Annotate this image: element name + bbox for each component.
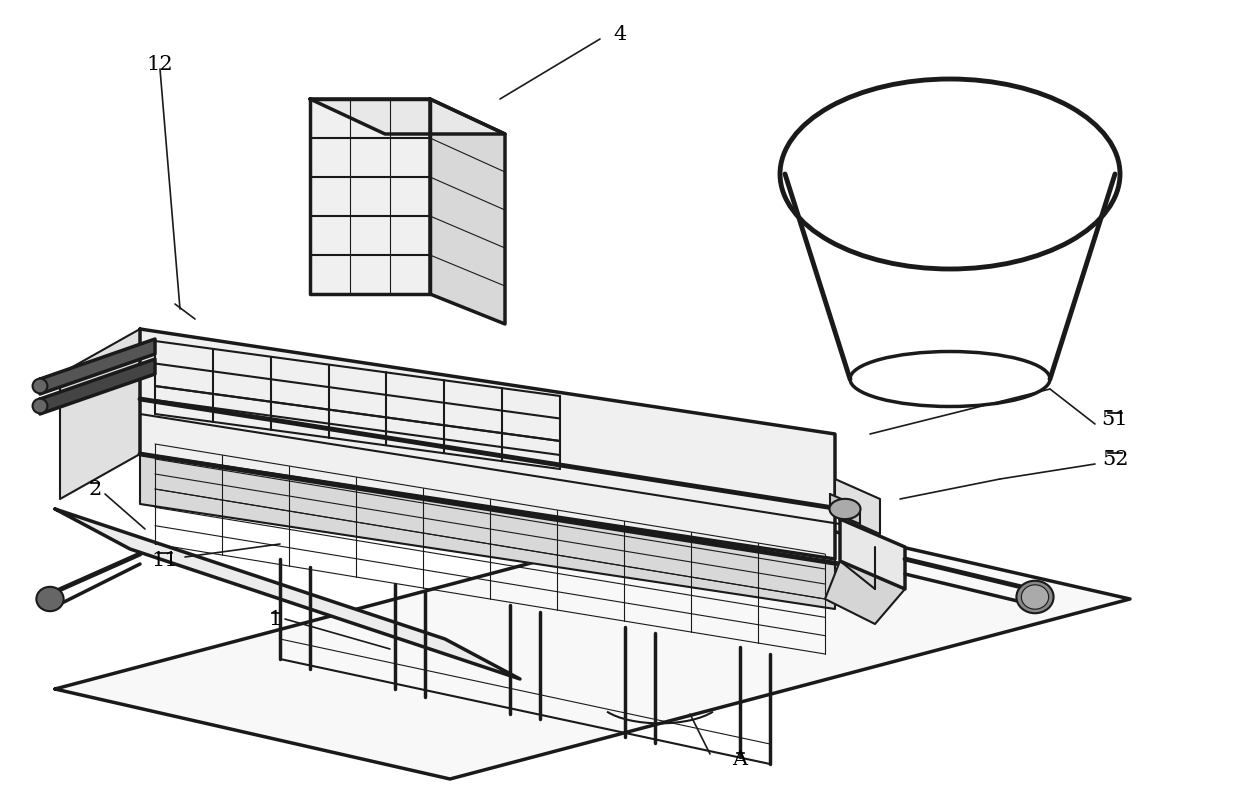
Ellipse shape bbox=[36, 587, 63, 611]
Ellipse shape bbox=[32, 399, 47, 414]
Ellipse shape bbox=[1016, 581, 1053, 613]
Text: 4: 4 bbox=[613, 25, 627, 45]
Polygon shape bbox=[310, 100, 430, 294]
Polygon shape bbox=[825, 561, 904, 624]
Polygon shape bbox=[40, 340, 155, 394]
Text: 52: 52 bbox=[1101, 450, 1129, 469]
Polygon shape bbox=[310, 100, 506, 135]
Polygon shape bbox=[840, 519, 904, 590]
Text: 12: 12 bbox=[146, 55, 173, 75]
Ellipse shape bbox=[830, 500, 861, 520]
Polygon shape bbox=[835, 479, 880, 534]
Text: 11: 11 bbox=[151, 550, 178, 569]
Polygon shape bbox=[430, 100, 506, 324]
Text: A: A bbox=[732, 749, 747, 769]
Polygon shape bbox=[59, 329, 140, 500]
Ellipse shape bbox=[1021, 585, 1048, 609]
Ellipse shape bbox=[32, 380, 47, 394]
Polygon shape bbox=[140, 454, 835, 609]
Polygon shape bbox=[55, 509, 520, 679]
Text: 2: 2 bbox=[88, 480, 102, 499]
Polygon shape bbox=[830, 495, 860, 525]
Polygon shape bbox=[40, 359, 155, 414]
Polygon shape bbox=[140, 329, 835, 560]
Text: 51: 51 bbox=[1101, 410, 1129, 429]
Text: 1: 1 bbox=[269, 610, 281, 629]
Polygon shape bbox=[55, 509, 1130, 779]
